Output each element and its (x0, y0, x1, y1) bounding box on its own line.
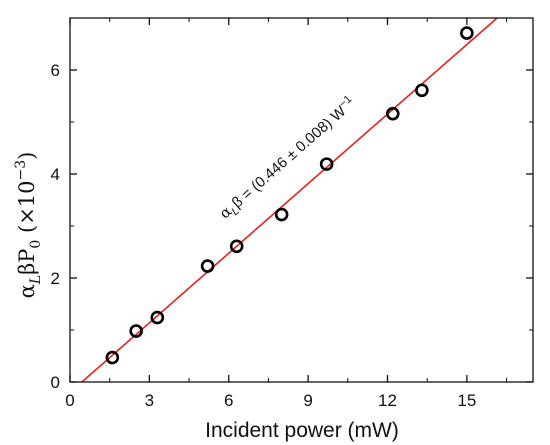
y-tick-label: 2 (51, 269, 60, 288)
data-point (129, 324, 143, 338)
x-tick-label: 9 (303, 391, 312, 410)
y-tick-label: 4 (51, 165, 60, 184)
data-point (229, 239, 244, 254)
x-tick-label: 12 (378, 391, 397, 410)
data-point (105, 350, 120, 365)
axis-ticks: 0 3 6 9 12 15 0 2 4 6 (51, 18, 533, 410)
x-axis-label: Incident power (mW) (205, 419, 399, 442)
linear-fit-line (81, 17, 498, 383)
x-tick-label: 3 (145, 391, 154, 410)
data-point (385, 106, 400, 121)
plot-frame (69, 17, 534, 383)
data-point (200, 259, 215, 273)
data-point (415, 83, 429, 98)
fit-layer (81, 17, 498, 383)
x-tick-label: 0 (65, 391, 74, 410)
x-tick-label: 6 (224, 391, 233, 410)
x-tick-label: 15 (457, 391, 476, 410)
data-point (274, 207, 289, 222)
fit-annotation: αLβ = (0.446 ± 0.008) W−1 (215, 93, 361, 225)
y-axis-label: αLβP0 (×10−3) (13, 152, 44, 299)
data-point (150, 310, 165, 325)
y-tick-label: 6 (51, 61, 60, 80)
data-point (460, 26, 474, 40)
y-tick-label: 0 (51, 373, 60, 392)
data-points (105, 26, 474, 365)
data-point (319, 157, 334, 171)
